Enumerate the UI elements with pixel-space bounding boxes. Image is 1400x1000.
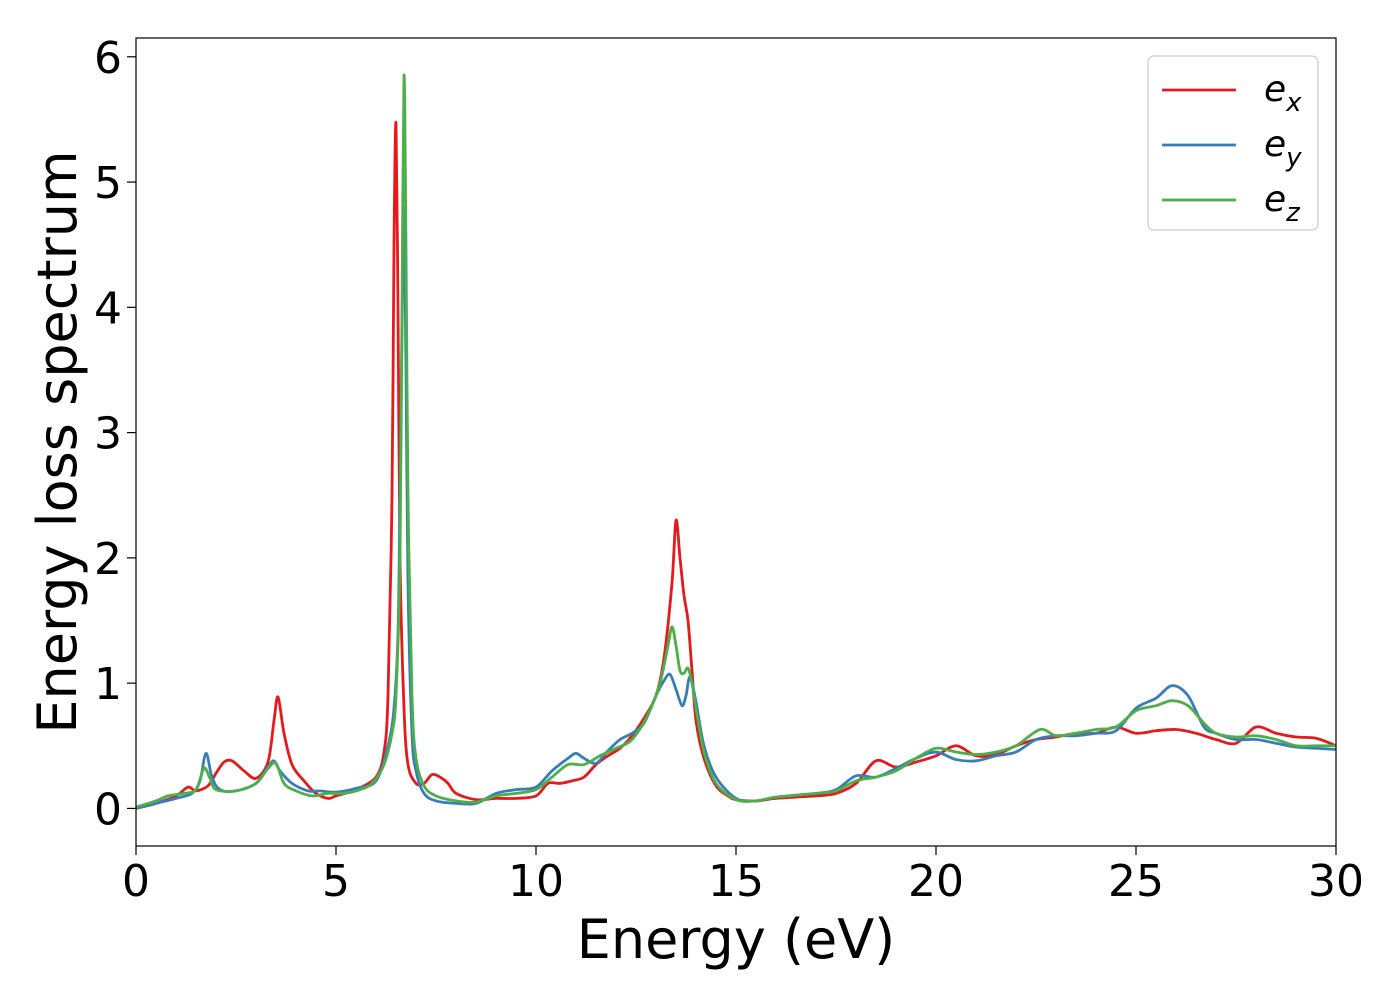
y-axis-title: Energy loss spectrum: [26, 150, 89, 733]
y-tick-label: 2: [94, 534, 122, 585]
y-tick-label: 0: [94, 784, 122, 835]
y-tick-label: 5: [94, 158, 122, 209]
x-tick-label: 0: [122, 856, 150, 907]
series-line-e-z: [136, 73, 1336, 809]
x-tick-label: 5: [322, 856, 350, 907]
y-axis: 0 1 2 3 4 5 6: [94, 33, 136, 835]
legend-entry-name: e: [1264, 124, 1286, 165]
x-tick-label: 25: [1108, 856, 1164, 907]
legend-entry-z: ez: [1264, 179, 1301, 228]
x-axis-title: Energy (eV): [577, 908, 896, 971]
x-axis: 0 5 10 15 20 25 30: [122, 846, 1364, 907]
legend-entry-subscript: y: [1285, 143, 1302, 173]
x-tick-label: 15: [708, 856, 764, 907]
legend-entry-subscript: x: [1285, 88, 1302, 118]
legend-entry-y: ey: [1264, 124, 1302, 173]
x-tick-label: 20: [908, 856, 964, 907]
x-tick-label: 30: [1308, 856, 1364, 907]
x-tick-label: 10: [508, 856, 564, 907]
y-tick-label: 6: [94, 33, 122, 84]
series-layer: [136, 73, 1336, 810]
y-tick-label: 1: [94, 659, 122, 710]
y-tick-label: 4: [94, 283, 122, 334]
legend-entry-name: e: [1264, 69, 1286, 110]
y-tick-label: 3: [94, 409, 122, 460]
legend-entry-subscript: z: [1285, 198, 1301, 228]
legend-box: [1147, 55, 1319, 231]
legend-entry-x: ex: [1264, 69, 1302, 118]
legend-entry-name: e: [1264, 179, 1286, 220]
